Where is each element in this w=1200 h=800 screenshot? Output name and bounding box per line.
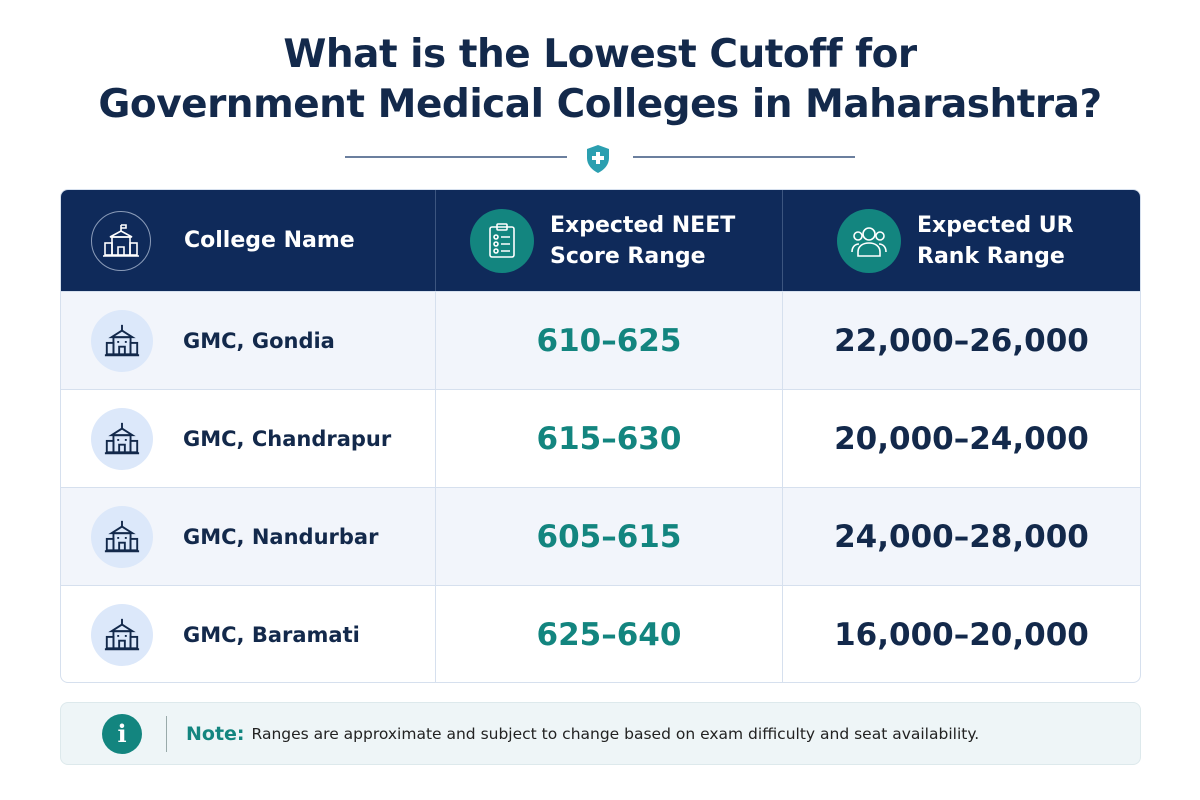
college-cell: GMC, Gondia — [61, 292, 435, 389]
neet-score-range: 625–640 — [536, 616, 682, 653]
table-row: GMC, Nandurbar 605–615 24,000–28,000 — [61, 487, 1140, 585]
note-box: i Note: Ranges are approximate and subje… — [60, 702, 1141, 765]
score-cell: 615–630 — [435, 390, 782, 487]
clipboard-icon — [470, 208, 534, 273]
ur-rank-range: 16,000–20,000 — [834, 616, 1089, 653]
header-college-name: College Name — [61, 190, 435, 291]
table-header: College Name Expected NEET Score Range Ex… — [61, 190, 1140, 291]
rank-cell: 22,000–26,000 — [782, 292, 1140, 389]
table-row: GMC, Baramati 625–640 16,000–20,000 — [61, 585, 1140, 682]
college-name: GMC, Nandurbar — [183, 524, 379, 549]
group-users-icon — [837, 208, 901, 273]
college-name: GMC, Chandrapur — [183, 426, 392, 451]
ur-rank-range: 22,000–26,000 — [834, 322, 1089, 359]
score-cell: 610–625 — [435, 292, 782, 389]
info-icon: i — [102, 713, 142, 754]
header-neet-score: Expected NEET Score Range — [435, 190, 782, 291]
rank-cell: 20,000–24,000 — [782, 390, 1140, 487]
score-cell: 605–615 — [435, 488, 782, 585]
table-row: GMC, Gondia 610–625 22,000–26,000 — [61, 291, 1140, 389]
rank-cell: 16,000–20,000 — [782, 586, 1140, 682]
college-cell: GMC, Baramati — [61, 586, 435, 682]
college-name: GMC, Gondia — [183, 328, 335, 353]
note-text: Ranges are approximate and subject to ch… — [251, 724, 980, 743]
college-building-icon — [91, 603, 153, 666]
college-building-icon — [91, 309, 153, 372]
cutoff-table: College Name Expected NEET Score Range Ex… — [60, 189, 1141, 683]
neet-score-range: 615–630 — [536, 420, 682, 457]
neet-score-range: 605–615 — [536, 518, 682, 555]
college-cell: GMC, Nandurbar — [61, 488, 435, 585]
header-ur-rank: Expected UR Rank Range — [782, 190, 1140, 291]
ur-rank-range: 24,000–28,000 — [834, 518, 1089, 555]
college-building-icon — [91, 407, 153, 470]
rank-cell: 24,000–28,000 — [782, 488, 1140, 585]
ur-rank-range: 20,000–24,000 — [834, 420, 1089, 457]
college-building-icon — [91, 210, 151, 271]
college-cell: GMC, Chandrapur — [61, 390, 435, 487]
neet-score-range: 610–625 — [536, 322, 682, 359]
table-row: GMC, Chandrapur 615–630 20,000–24,000 — [61, 389, 1140, 487]
college-name: GMC, Baramati — [183, 622, 360, 647]
note-label: Note: — [186, 722, 245, 745]
medical-shield-icon — [587, 145, 609, 173]
score-cell: 625–640 — [435, 586, 782, 682]
page-title: What is the Lowest Cutoff for Government… — [98, 32, 1102, 127]
college-building-icon — [91, 505, 153, 568]
title-divider — [345, 144, 865, 173]
